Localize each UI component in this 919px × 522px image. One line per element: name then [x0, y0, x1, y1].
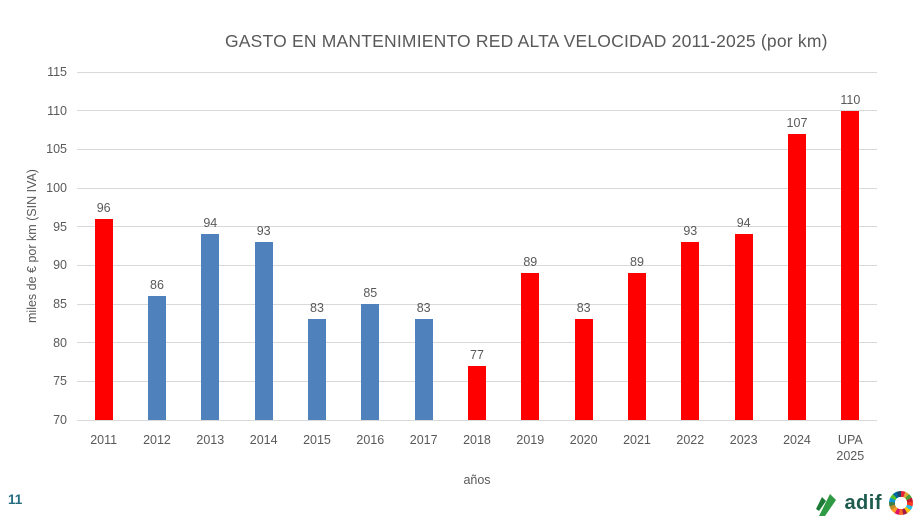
- y-tick-label: 95: [53, 219, 67, 234]
- bar-value-label: 93: [683, 224, 698, 239]
- bar-slot: 85 2016: [344, 72, 397, 447]
- bar-value-label: 83: [576, 301, 591, 316]
- gridline: [77, 419, 877, 421]
- bar-slot: 93 2014: [237, 72, 290, 447]
- bar-slot: 110 UPA 2025: [824, 72, 877, 463]
- y-tick-label: 75: [53, 374, 67, 389]
- gridline: [77, 148, 877, 150]
- bar-slot: 77 2018: [450, 72, 503, 447]
- bar: [521, 273, 540, 420]
- bar-slot: 107 2024: [770, 72, 823, 447]
- x-tick-label: UPA 2025: [836, 433, 865, 463]
- y-tick-label: 80: [53, 335, 67, 350]
- y-tick-label: 110: [47, 103, 67, 118]
- bar-value-label: 83: [310, 301, 324, 316]
- chart-title: GASTO EN MANTENIMIENTO RED ALTA VELOCIDA…: [225, 31, 828, 51]
- y-tick-label: 70: [53, 413, 67, 427]
- bar: [201, 234, 220, 420]
- gridline: [77, 71, 877, 73]
- x-tick-label: 2015: [303, 433, 331, 447]
- bar-value-label: 96: [96, 200, 111, 215]
- bar: [147, 296, 166, 420]
- bar: [254, 242, 273, 420]
- gridline: [77, 342, 877, 344]
- plot-area: 115 110 105 100 95 90 85 80 75 70 96 2011 86 2012 94 20…: [46, 65, 877, 463]
- bar: [627, 273, 646, 420]
- adif-logo-text: adif: [844, 492, 882, 514]
- x-tick-label: 2024: [783, 433, 811, 447]
- x-tick-label: 2022: [676, 433, 705, 447]
- bar-value-label: 107: [786, 115, 808, 130]
- bar-slot: 83 2017: [397, 72, 450, 447]
- x-axis-title: años: [463, 473, 491, 487]
- footer-logos: adif: [816, 489, 913, 517]
- bar: [467, 365, 486, 420]
- bar: [841, 110, 860, 420]
- bar-value-label: 86: [150, 278, 164, 293]
- x-tick-label: 2017: [409, 433, 438, 447]
- x-tick-label: 2012: [143, 433, 171, 447]
- x-tick-label: 2016: [356, 433, 385, 447]
- x-tick-label: 2021: [623, 433, 651, 447]
- bar-value-label: 93: [256, 224, 271, 239]
- bar-slot: 93 2022: [664, 72, 717, 447]
- bar-value-label: 89: [523, 255, 538, 270]
- x-tick-label: 2011: [90, 433, 118, 447]
- bar-slot: 83 2020: [557, 72, 610, 447]
- bar-value-label: 94: [203, 216, 218, 231]
- bar: [734, 234, 753, 420]
- bar-slot: 94 2013: [184, 72, 237, 447]
- bar-value-label: 94: [736, 216, 751, 231]
- bar: [307, 319, 326, 420]
- x-tick-label: 2013: [196, 433, 225, 447]
- sdg-wheel-icon: [889, 491, 913, 515]
- bar-value-label: 83: [416, 301, 431, 316]
- bar-value-label: 77: [470, 347, 484, 362]
- bar-slot: 83 2015: [290, 72, 343, 447]
- bar: [361, 304, 380, 420]
- bar-value-label: 110: [840, 92, 861, 107]
- gridline: [77, 110, 877, 112]
- bar-slot: 89 2019: [504, 72, 557, 447]
- bar: [681, 242, 700, 420]
- gridline: [77, 187, 877, 189]
- bar: [574, 319, 593, 420]
- x-tick-label: 2019: [516, 433, 545, 447]
- adif-arrow-icon: [816, 493, 837, 516]
- bar-slot: 86 2012: [130, 72, 183, 447]
- y-tick-label: 85: [53, 297, 67, 311]
- bar-slot: 96 2011: [77, 72, 130, 447]
- bar-value-label: 89: [630, 255, 644, 270]
- bar-slot: 89 2021: [610, 72, 663, 447]
- bar: [414, 319, 433, 420]
- gridline: [77, 264, 877, 266]
- x-tick-label: 2014: [249, 433, 278, 447]
- bar: [787, 133, 806, 420]
- y-tick-label: 90: [53, 258, 67, 273]
- x-tick-label: 2020: [569, 433, 598, 447]
- bar-value-label: 85: [363, 286, 378, 300]
- y-tick-label: 115: [47, 65, 67, 79]
- bar: [94, 218, 113, 420]
- y-tick-label: 105: [46, 142, 67, 157]
- y-tick-label: 100: [46, 181, 67, 195]
- gridline: [77, 303, 877, 305]
- x-tick-label: 2018: [463, 433, 491, 447]
- y-axis-title: miles de € por km (SIN IVA): [25, 169, 39, 323]
- gridline: [77, 226, 877, 228]
- page-number: 11: [8, 492, 23, 507]
- x-tick-label: 2023: [729, 433, 758, 447]
- bar-slot: 94 2023: [717, 72, 770, 447]
